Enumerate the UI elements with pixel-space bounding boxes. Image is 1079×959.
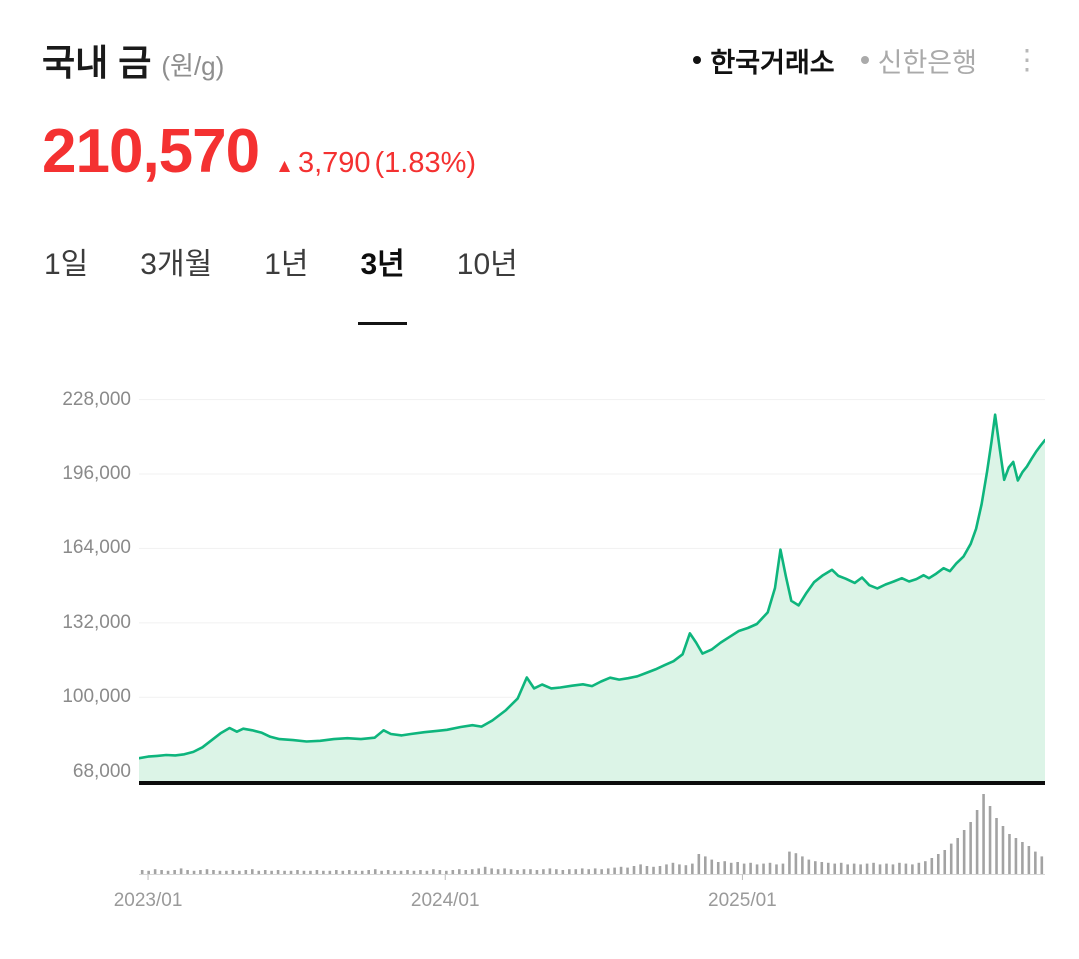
current-price: 210,570	[42, 117, 260, 186]
tab-3years[interactable]: 3년	[358, 239, 408, 325]
price-change: ▲ 3,790 (1.83%)	[275, 147, 476, 180]
price-unit: (원/g)	[161, 51, 225, 81]
period-tabs: 1일 3개월 1년 3년 10년	[42, 239, 1045, 325]
legend-item-shinhan[interactable]: 신한은행	[860, 41, 977, 80]
title-text: 국내 금	[42, 42, 152, 83]
y-axis-label: 164,000	[62, 537, 131, 559]
x-axis-label: 2023/01	[113, 890, 183, 911]
y-axis-label: 228,000	[62, 388, 131, 410]
header: 국내 금 (원/g) 한국거래소 신한은행 ⋮	[42, 34, 1045, 86]
legend-dot-icon	[693, 56, 702, 64]
price-change-value: 3,790	[297, 147, 371, 179]
up-arrow-icon: ▲	[275, 156, 294, 177]
kebab-menu-icon: ⋮	[1013, 44, 1041, 75]
price-change-percent: (1.83%)	[374, 147, 477, 179]
y-axis-label: 196,000	[62, 463, 131, 484]
volume-chart	[139, 794, 1045, 880]
price-chart[interactable]	[139, 381, 1045, 781]
chart-baseline	[139, 781, 1045, 785]
plot-column: 2023/01 2024/01 2025/01	[114, 381, 1045, 924]
y-axis: 228,000 196,000 164,000 132,000 100,000 68,00…	[42, 381, 139, 782]
legend-dot-icon	[860, 56, 869, 64]
tab-1day[interactable]: 1일	[42, 239, 90, 325]
x-axis-label: 2025/01	[708, 890, 777, 911]
y-axis-label: 132,000	[62, 611, 131, 633]
tab-1year[interactable]: 1년	[262, 239, 310, 325]
x-axis: 2023/01 2024/01 2025/01	[114, 884, 1045, 924]
x-axis-label: 2024/01	[410, 890, 480, 911]
page-title: 국내 금 (원/g)	[42, 34, 224, 86]
tab-3months[interactable]: 3개월	[138, 239, 214, 325]
chart-legend: 한국거래소 신한은행 ⋮	[693, 41, 1045, 80]
price-section: 210,570 ▲ 3,790 (1.83%)	[42, 116, 1045, 187]
legend-item-krx[interactable]: 한국거래소	[693, 41, 835, 80]
more-menu-button[interactable]: ⋮	[1009, 44, 1045, 76]
legend-label: 한국거래소	[710, 47, 835, 78]
chart-area: 228,000 196,000 164,000 132,000 100,000 68,00…	[42, 381, 1045, 924]
y-axis-label: 100,000	[62, 686, 131, 708]
legend-label: 신한은행	[877, 47, 977, 78]
tab-10years[interactable]: 10년	[455, 239, 520, 325]
y-axis-label: 68,000	[72, 760, 131, 782]
